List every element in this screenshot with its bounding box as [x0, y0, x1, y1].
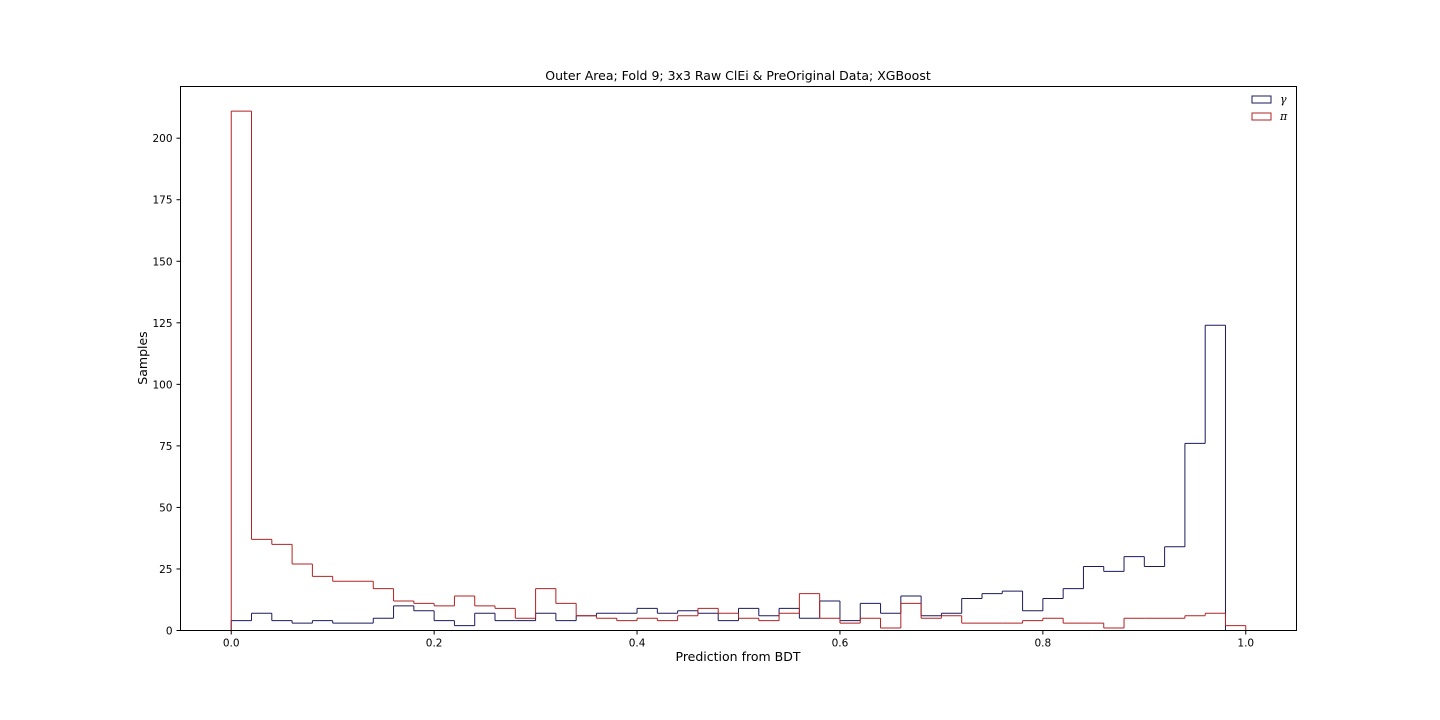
legend-label: π [1279, 110, 1288, 123]
x-tick-label: 0.4 [629, 638, 646, 650]
x-tick-label: 0.8 [1035, 638, 1052, 650]
y-tick-label: 25 [159, 564, 172, 576]
y-tick-label: 75 [159, 441, 172, 453]
x-tick-label: 0.6 [832, 638, 849, 650]
y-tick-label: 175 [152, 195, 172, 207]
y-axis: 0 25 50 75 100 125 150 175 200 [152, 133, 181, 638]
x-axis: 0.0 0.2 0.4 0.6 0.8 1.0 [223, 630, 1254, 650]
legend: γπ [1251, 93, 1288, 123]
x-tick-label: 0.2 [426, 638, 443, 650]
series-pi [230, 110, 1247, 631]
plot-area [230, 110, 1247, 631]
y-tick-label: 200 [152, 133, 172, 145]
chart-title: Outer Area; Fold 9; 3x3 Raw ClEi & PreOr… [545, 68, 931, 83]
x-axis-label: Prediction from BDT [676, 649, 801, 664]
y-tick-label: 150 [152, 256, 172, 268]
y-tick-label: 0 [166, 626, 173, 638]
x-tick-label: 0.0 [223, 638, 240, 650]
y-tick-label: 125 [152, 318, 172, 330]
y-axis-label: Samples [135, 331, 150, 384]
legend-swatch [1251, 112, 1272, 121]
y-tick-label: 100 [152, 379, 172, 391]
x-tick-label: 1.0 [1237, 638, 1254, 650]
y-tick-label: 50 [159, 502, 172, 514]
legend-label: γ [1280, 93, 1287, 106]
legend-swatch [1251, 95, 1272, 104]
plot-frame [180, 86, 1297, 631]
series-gamma [230, 324, 1246, 631]
